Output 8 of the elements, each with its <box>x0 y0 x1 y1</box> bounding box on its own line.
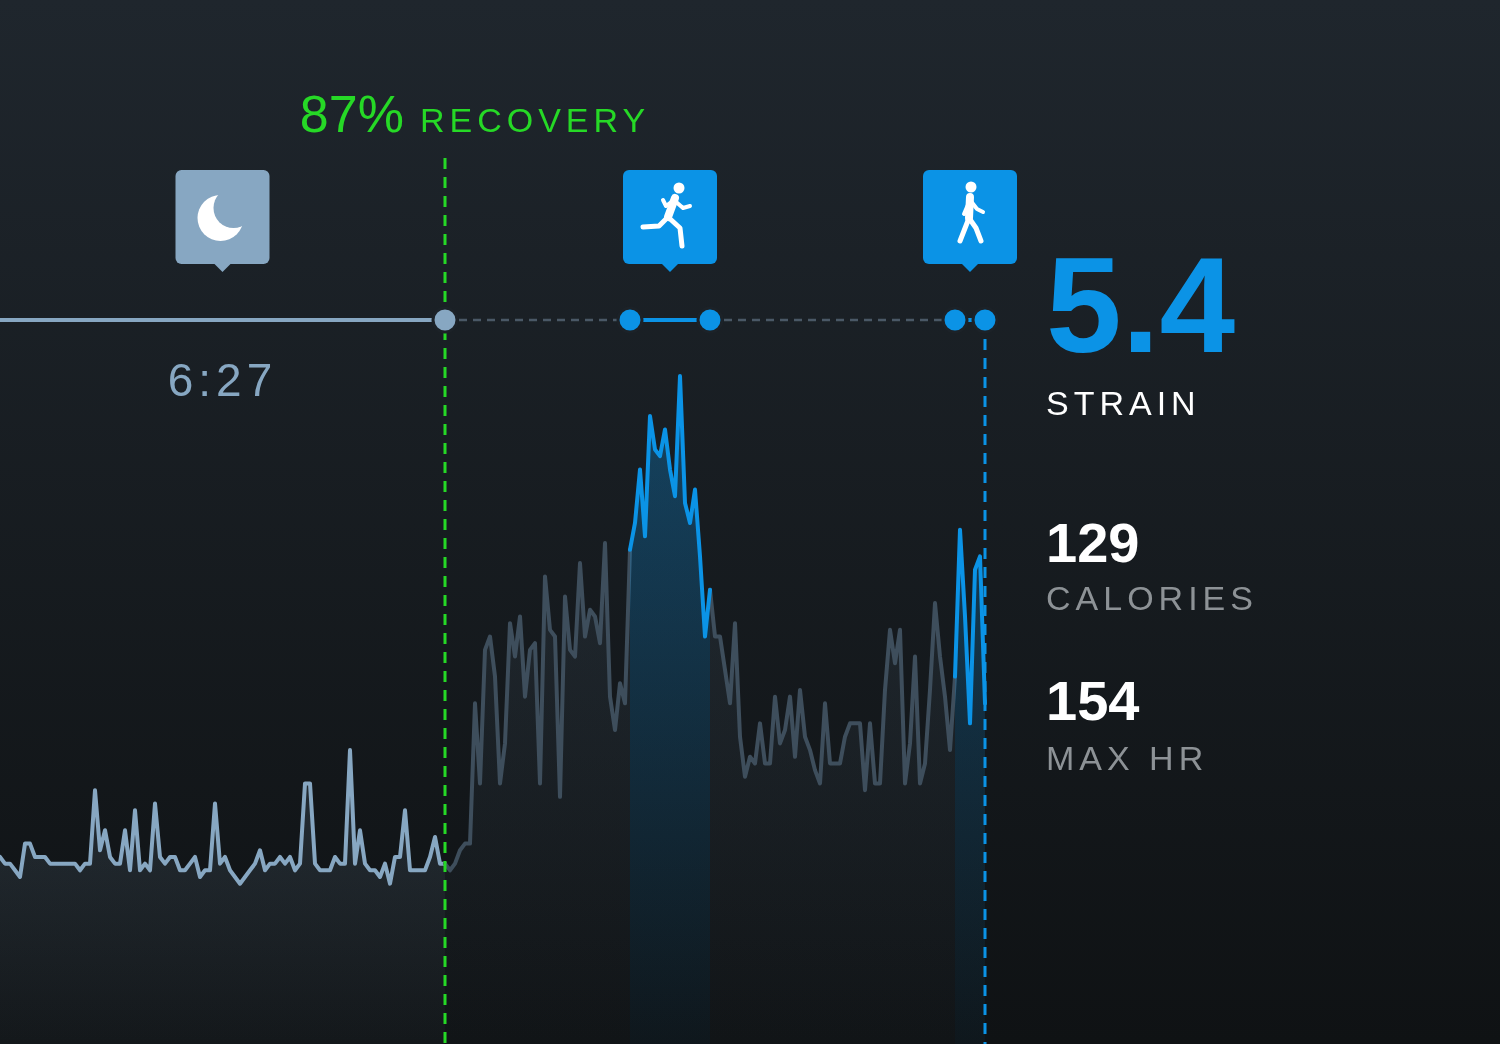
annotation: 6:27 <box>167 354 278 406</box>
text: CALORIES <box>1046 579 1258 617</box>
text: 154 <box>1046 669 1140 732</box>
text: MAX HR <box>1046 739 1209 777</box>
text: STRAIN <box>1046 384 1201 422</box>
text: 87% RECOVERY <box>299 85 651 143</box>
text: 5.4 <box>1046 229 1236 381</box>
text: 129 <box>1046 511 1140 574</box>
